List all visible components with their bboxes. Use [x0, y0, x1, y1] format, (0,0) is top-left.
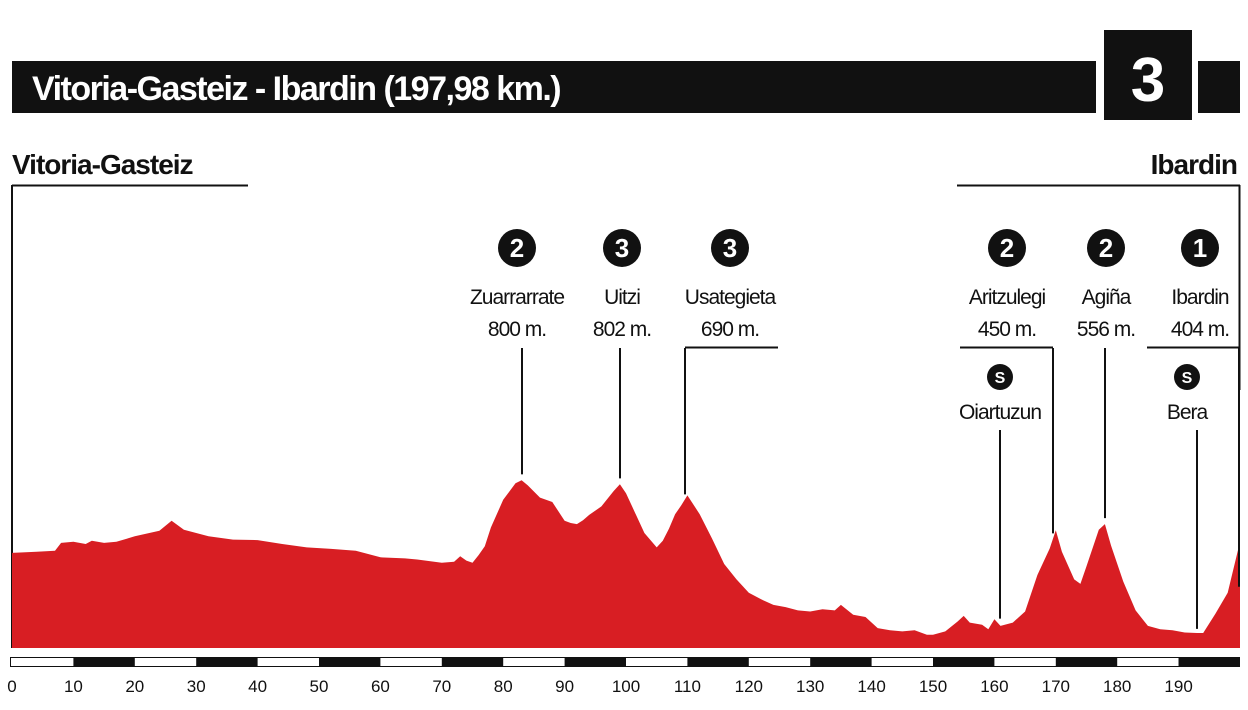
- climb-altitude: 690 m.: [701, 318, 759, 341]
- climb-name: Aritzulegi: [969, 286, 1046, 309]
- start-label: Vitoria-Gasteiz: [12, 149, 193, 180]
- x-tick-label: 20: [125, 677, 144, 696]
- finish-label: Ibardin: [1151, 149, 1237, 180]
- climb-altitude: 556 m.: [1077, 318, 1135, 341]
- x-tick-label: 50: [310, 677, 329, 696]
- climb-category-badge: [1087, 229, 1125, 267]
- x-tick-label: 0: [7, 677, 16, 696]
- scale-segment: [687, 657, 749, 667]
- climb-marker: 2 Agiña 556 m.: [1077, 229, 1136, 519]
- scale-segment: [1178, 657, 1240, 667]
- climb-altitude: 404 m.: [1171, 318, 1229, 341]
- climb-name: Agiña: [1082, 286, 1132, 309]
- scale-segment: [196, 657, 258, 667]
- x-tick-label: 140: [857, 677, 885, 696]
- climb-category-badge: [498, 229, 536, 267]
- scale-segment: [564, 657, 626, 667]
- climb-marker: 3 Usategieta 690 m.: [684, 229, 778, 495]
- sprint-badge: [1174, 364, 1200, 390]
- stage-title: Vitoria-Gasteiz - Ibardin (197,98 km.): [32, 70, 560, 108]
- x-tick-label: 110: [674, 677, 701, 696]
- climb-name: Ibardin: [1171, 286, 1229, 309]
- climb-marker: 3 Uitzi 802 m.: [593, 229, 652, 479]
- climb-name: Zuarrarrate: [470, 286, 564, 309]
- climb-category-badge: [1181, 229, 1219, 267]
- climb-category-badge: [988, 229, 1026, 267]
- climb-category-badge: [603, 229, 641, 267]
- climb-marker: 1 Ibardin 404 m.: [1147, 229, 1240, 587]
- x-tick-label: 70: [432, 677, 451, 696]
- climb-category: 2: [1000, 233, 1014, 263]
- x-tick-label: 40: [248, 677, 267, 696]
- x-tick-label: 130: [796, 677, 824, 696]
- x-tick-label: 160: [980, 677, 1008, 696]
- sprint-name: Bera: [1167, 401, 1209, 424]
- header: Vitoria-Gasteiz - Ibardin (197,98 km.) 3: [12, 30, 1240, 120]
- climb-name: Uitzi: [604, 286, 640, 309]
- x-tick-label: 90: [555, 677, 574, 696]
- climb-altitude: 450 m.: [978, 318, 1036, 341]
- x-tick-label: 150: [919, 677, 947, 696]
- climb-category-badge: [711, 229, 749, 267]
- elevation-profile: [12, 480, 1240, 648]
- sprint-name: Oiartuzun: [959, 401, 1041, 424]
- x-tick-label: 80: [494, 677, 513, 696]
- scale-segment: [319, 657, 381, 667]
- x-tick-label: 170: [1042, 677, 1070, 696]
- climb-altitude: 802 m.: [593, 318, 651, 341]
- scale-segment: [1055, 657, 1118, 667]
- climb-marker: 2 Aritzulegi 450 m.: [960, 229, 1054, 534]
- sprint-badge-letter: S: [1182, 370, 1193, 387]
- title-bar-right-segment: [1198, 61, 1240, 113]
- sprint-marker: S Bera: [1167, 364, 1209, 629]
- climb-category: 1: [1193, 233, 1207, 263]
- sprint-badge-letter: S: [995, 370, 1006, 387]
- scale-segment: [933, 657, 995, 667]
- sprint-marker: S Oiartuzun: [959, 364, 1042, 619]
- scale-segment: [73, 657, 135, 667]
- title-bar: [12, 61, 1096, 113]
- distance-scale: 0 10 20 30 40 50 60 70 80 90 100 110 120 130 140 150 160…: [7, 657, 1240, 696]
- stage-number: 3: [1131, 46, 1165, 115]
- scale-segment: [810, 657, 872, 667]
- x-tick-label: 30: [187, 677, 206, 696]
- scale-segment: [441, 657, 504, 667]
- climb-category: 3: [615, 233, 629, 263]
- climb-category: 2: [510, 233, 524, 263]
- stage-number-box: [1104, 30, 1192, 120]
- x-tick-label: 180: [1103, 677, 1131, 696]
- x-tick-label: 100: [612, 677, 640, 696]
- sprint-badge: [987, 364, 1013, 390]
- x-tick-label: 190: [1164, 677, 1192, 696]
- climb-category: 3: [723, 233, 737, 263]
- x-tick-label: 10: [64, 677, 83, 696]
- x-tick-label: 60: [371, 677, 390, 696]
- climb-name: Usategieta: [685, 286, 777, 309]
- climb-category: 2: [1099, 233, 1113, 263]
- climb-altitude: 800 m.: [488, 318, 546, 341]
- x-tick-label: 120: [735, 677, 763, 696]
- climb-marker: 2 Zuarrarrate 800 m.: [470, 229, 565, 475]
- markers-layer: 2 Zuarrarrate 800 m. 3 Uitzi 802 m. 3 Usategiet…: [470, 229, 1240, 629]
